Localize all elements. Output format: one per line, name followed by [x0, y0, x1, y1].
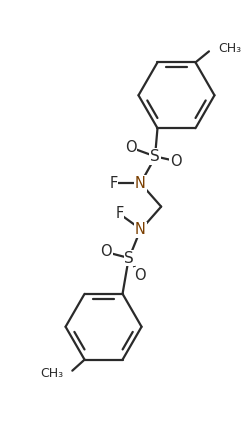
Text: O: O: [170, 154, 182, 169]
Text: CH₃: CH₃: [218, 43, 241, 56]
Text: F: F: [109, 176, 118, 191]
Text: O: O: [100, 245, 112, 259]
Text: CH₃: CH₃: [40, 367, 63, 380]
Text: N: N: [135, 222, 146, 237]
Text: O: O: [135, 268, 146, 283]
Text: N: N: [135, 176, 146, 191]
Text: S: S: [124, 250, 134, 266]
Text: O: O: [125, 140, 136, 155]
Text: S: S: [150, 149, 160, 164]
Text: F: F: [115, 206, 124, 221]
